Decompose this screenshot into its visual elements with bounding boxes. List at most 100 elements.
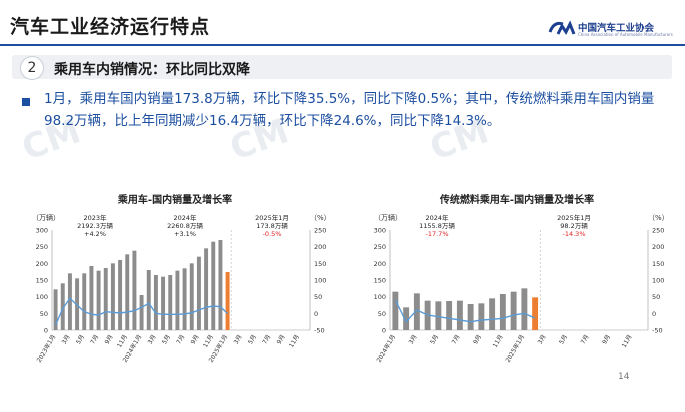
annotation-value: 98.2万辆 (560, 221, 588, 230)
annotation-label: 2025年1月 (255, 213, 289, 222)
growth-rate-line (54, 297, 229, 326)
chart-title: 乘用车-国内销量及增长率 (117, 193, 232, 206)
caam-logo-icon (548, 20, 576, 35)
left-tick-label: 0 (382, 327, 386, 335)
header-rule (0, 44, 685, 46)
x-tick-label: 3月 (61, 334, 72, 346)
right-tick-label: 50 (314, 293, 322, 301)
bar (446, 301, 453, 330)
x-tick-label: 3月 (408, 334, 419, 346)
x-tick-label: 7月 (451, 334, 462, 346)
page-title: 汽车工业经济运行特点 (10, 16, 211, 38)
right-tick-label: 100 (314, 277, 326, 285)
x-tick-label: 3月 (147, 334, 158, 346)
x-tick-label: 11月 (492, 334, 505, 349)
bar (67, 273, 72, 330)
bar (96, 270, 101, 330)
annotation-label: 2025年1月 (557, 213, 591, 222)
annotation-growth: -0.5% (263, 230, 282, 238)
left-tick-label: 200 (374, 260, 386, 268)
bar (53, 289, 58, 330)
bar (196, 256, 201, 330)
right-tick-label: 150 (652, 260, 664, 268)
right-tick-label: 250 (652, 227, 664, 235)
annotation-value: 173.8万辆 (256, 221, 288, 230)
annotation-growth: -14.3% (563, 230, 586, 238)
right-tick-label: 250 (314, 227, 326, 235)
bar (225, 272, 230, 330)
right-tick-label: 0 (314, 310, 318, 318)
x-tick-label: 11月 (621, 334, 634, 349)
left-tick-label: 300 (36, 227, 48, 235)
annotation-growth: -17.7% (426, 230, 449, 238)
x-tick-label: 5月 (75, 334, 86, 346)
right-tick-label: -50 (314, 327, 325, 335)
annotation-label: 2023年 (83, 213, 107, 222)
bar (392, 291, 399, 330)
x-tick-label: 3月 (537, 334, 548, 346)
bar (510, 291, 517, 330)
section-number: 2 (20, 56, 44, 80)
x-tick-label: 7月 (89, 334, 100, 346)
left-axis-unit: （万辆） (374, 213, 402, 222)
right-tick-label: 0 (652, 310, 656, 318)
logo-subtext: China Association of Automobile Manufact… (578, 32, 673, 37)
x-tick-label: 7月 (175, 334, 186, 346)
bar (403, 307, 410, 330)
x-tick-label: 11月 (288, 334, 301, 349)
chart-title: 传统燃料乘用车-国内销量及增长率 (439, 193, 594, 206)
bar (204, 248, 209, 330)
x-tick-label: 2025年1月 (504, 333, 526, 364)
left-tick-label: 150 (36, 277, 48, 285)
bar (103, 268, 108, 330)
page-header: 汽车工业经济运行特点 中国汽车工业协会 China Association of… (0, 0, 685, 46)
bar (532, 297, 539, 330)
bar (132, 250, 137, 330)
x-tick-label: 5月 (558, 334, 569, 346)
bar (110, 263, 115, 330)
bullet-icon (22, 98, 30, 106)
x-tick-label: 7月 (580, 334, 591, 346)
annotation-value: 2192.3万辆 (77, 221, 113, 230)
caam-logo: 中国汽车工业协会 China Association of Automobile… (548, 18, 678, 40)
right-tick-label: 200 (652, 243, 664, 251)
left-tick-label: 250 (374, 243, 386, 251)
left-tick-label: 300 (374, 227, 386, 235)
bar (146, 270, 151, 330)
bar (189, 263, 194, 330)
bar (413, 293, 420, 330)
x-tick-label: 9月 (104, 334, 115, 346)
bar (153, 275, 158, 330)
bar (499, 294, 506, 330)
x-tick-label: 2023年1月 (35, 333, 57, 364)
summary-paragraph: 1月，乘用车国内销量173.8万辆，环比下降35.5%，同比下降0.5%；其中，… (44, 91, 655, 129)
bar (161, 276, 166, 330)
annotation-value: 2260.8万辆 (167, 221, 203, 230)
x-tick-label: 11月 (202, 334, 215, 349)
bar (175, 270, 180, 330)
x-tick-label: 5月 (429, 334, 440, 346)
chart-passenger-car-domestic-sales: 乘用车-国内销量及增长率 （万辆） （%） 0 50 100 150 200 250 300… (32, 193, 331, 364)
x-tick-label: 9月 (601, 334, 612, 346)
x-tick-label: 9月 (190, 334, 201, 346)
right-tick-label: 150 (314, 260, 326, 268)
x-tick-label: 9月 (472, 334, 483, 346)
x-tick-label: 9月 (276, 334, 287, 346)
left-tick-label: 200 (36, 260, 48, 268)
logo-text: 中国汽车工业协会 (578, 23, 655, 34)
bar (89, 266, 94, 330)
right-tick-label: 100 (652, 277, 664, 285)
bar (521, 288, 528, 330)
chart-traditional-fuel-domestic-sales: 传统燃料乘用车-国内销量及增长率 （万辆） （%） 0 50 100 150 200 25… (374, 193, 669, 364)
section-title: 乘用车内销情况：环比同比双降 (54, 62, 250, 78)
annotation-growth: +3.1% (174, 230, 196, 238)
bar (211, 241, 216, 330)
annotation-label: 2024年 (173, 213, 197, 222)
x-tick-label: 2024年1月 (375, 333, 397, 364)
growth-rate-line (394, 299, 536, 323)
right-axis-unit: （%） (648, 214, 669, 222)
bar (478, 303, 485, 330)
bar (118, 260, 123, 330)
bar (168, 275, 173, 330)
annotation-growth: +4.2% (84, 230, 106, 238)
